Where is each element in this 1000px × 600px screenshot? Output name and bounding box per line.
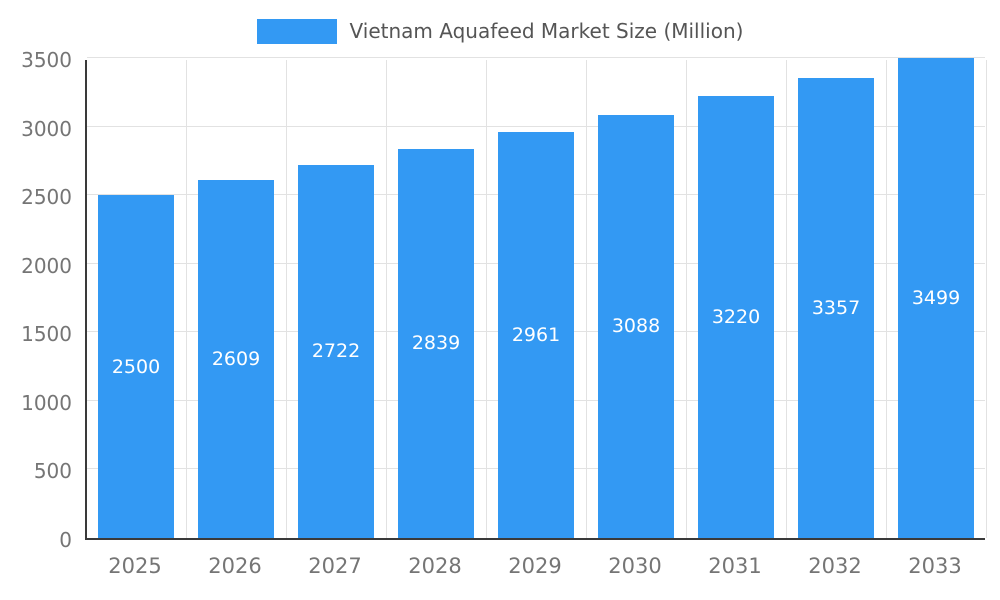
bar-value-label: 3499 xyxy=(911,287,961,310)
bar: 2839 xyxy=(398,148,474,538)
y-tick-label: 500 xyxy=(33,459,72,484)
bar: 3499 xyxy=(898,58,974,538)
legend-swatch xyxy=(256,18,337,44)
y-tick-label: 2000 xyxy=(21,253,72,278)
gridline-vertical xyxy=(786,60,787,538)
legend: Vietnam Aquafeed Market Size (Million) xyxy=(0,17,1000,45)
x-tick-label: 2026 xyxy=(208,554,262,578)
bar: 2722 xyxy=(298,164,374,538)
x-axis: 2025 2026 2027 2028 2029 2030 2031 2032 2033 xyxy=(85,554,985,584)
bar-value-label: 2500 xyxy=(111,355,161,378)
x-tick-label: 2027 xyxy=(308,554,362,578)
y-tick-label: 2500 xyxy=(21,185,72,210)
y-tick-label: 3000 xyxy=(21,116,72,141)
x-tick-label: 2033 xyxy=(908,554,962,578)
bar: 2609 xyxy=(198,180,274,538)
gridline-vertical xyxy=(686,60,687,538)
y-tick-label: 1500 xyxy=(21,322,72,347)
gridline-vertical xyxy=(286,60,287,538)
x-tick-label: 2031 xyxy=(708,554,762,578)
legend-label: Vietnam Aquafeed Market Size (Million) xyxy=(349,19,744,43)
bar-value-label: 2609 xyxy=(211,348,261,371)
gridline-horizontal xyxy=(87,125,985,127)
y-tick-label: 3500 xyxy=(21,48,72,72)
gridline-vertical xyxy=(186,60,187,538)
bar: 3220 xyxy=(698,96,774,538)
bar-value-label: 3220 xyxy=(711,306,761,329)
x-tick-label: 2028 xyxy=(408,554,462,578)
gridline-vertical xyxy=(586,60,587,538)
bar-value-label: 2722 xyxy=(311,340,361,363)
bar: 2500 xyxy=(98,195,174,538)
plot-area: 2500 2609 2722 2839 2961 3088 3220 3357 3499 xyxy=(85,57,987,540)
gridline-horizontal xyxy=(87,57,985,58)
x-tick-label: 2025 xyxy=(108,554,162,578)
bar-value-label: 2839 xyxy=(411,332,461,355)
bar: 3088 xyxy=(598,114,674,538)
y-tick-label: 0 xyxy=(59,528,72,552)
gridline-vertical xyxy=(486,60,487,538)
x-tick-label: 2030 xyxy=(608,554,662,578)
bar: 3357 xyxy=(798,77,874,538)
bar-value-label: 3088 xyxy=(611,315,661,338)
gridline-vertical xyxy=(886,60,887,538)
gridline-vertical xyxy=(986,60,987,538)
x-tick-label: 2029 xyxy=(508,554,562,578)
y-axis: 0 500 1000 1500 2000 2500 3000 3500 xyxy=(0,50,72,550)
bar-value-label: 3357 xyxy=(811,296,861,319)
y-tick-label: 1000 xyxy=(21,390,72,415)
gridline-vertical xyxy=(386,60,387,538)
bar: 2961 xyxy=(498,131,574,538)
x-tick-label: 2032 xyxy=(808,554,862,578)
bar-value-label: 2961 xyxy=(511,323,561,346)
